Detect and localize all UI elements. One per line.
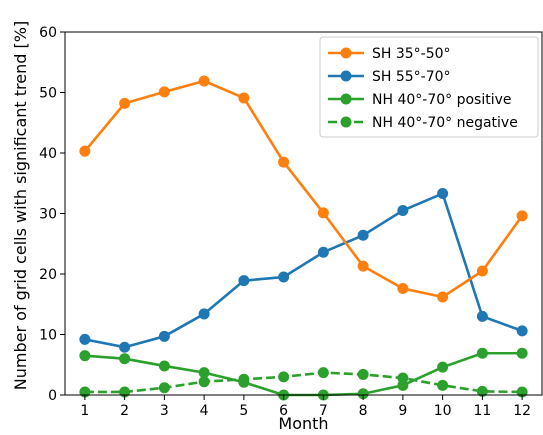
data-point [278, 371, 290, 383]
legend-label: SH 55°-70° [372, 69, 451, 85]
y-tick-label: 60 [39, 25, 57, 41]
x-tick-label: 12 [513, 403, 531, 419]
data-point [437, 291, 449, 303]
x-tick-label: 4 [200, 403, 209, 419]
data-point [476, 347, 488, 359]
data-point [278, 271, 290, 283]
x-tick-label: 9 [398, 403, 407, 419]
data-point [278, 156, 290, 168]
x-tick-label: 6 [279, 403, 288, 419]
y-axis-title: Number of grid cells with significant tr… [11, 21, 30, 390]
x-tick-label: 5 [239, 403, 248, 419]
x-axis-title: Month [278, 414, 328, 433]
y-tick-label: 0 [48, 388, 57, 404]
series-1 [79, 188, 528, 353]
y-tick-label: 40 [39, 146, 57, 162]
series-0 [79, 75, 528, 303]
data-point [158, 330, 170, 342]
data-point [516, 347, 528, 359]
data-point [79, 333, 91, 345]
data-point [158, 360, 170, 372]
y-tick-label: 50 [39, 86, 57, 102]
data-point [476, 385, 488, 397]
data-point [397, 204, 409, 216]
data-point [317, 207, 329, 219]
legend-item: NH 40°-70° negative [328, 115, 518, 131]
data-point [357, 260, 369, 272]
x-tick-label: 7 [319, 403, 328, 419]
legend-box [319, 36, 539, 138]
data-point [119, 97, 131, 109]
legend-marker [340, 93, 352, 105]
data-point [119, 353, 131, 365]
data-point [357, 368, 369, 380]
data-point [437, 379, 449, 391]
series-layer [79, 75, 528, 401]
series-2 [79, 347, 528, 401]
data-point [397, 283, 409, 295]
x-tick-label: 11 [473, 403, 491, 419]
series-line [84, 192, 523, 349]
data-point [516, 325, 528, 337]
legend-marker [340, 116, 352, 128]
x-tick-label: 1 [80, 403, 89, 419]
y-axis: 0 10 20 30 40 50 60 [39, 25, 65, 404]
legend: SH 35°-50° SH 55°-70° NH 40°-70° positive N… [319, 36, 539, 138]
legend-marker [340, 47, 352, 59]
data-point [357, 229, 369, 241]
data-point [238, 92, 250, 104]
legend-item: SH 55°-70° [328, 69, 451, 85]
legend-marker [340, 70, 352, 82]
series-3 [79, 367, 528, 398]
data-point [198, 376, 210, 388]
data-point [437, 188, 449, 200]
legend-item: SH 35°-50° [328, 46, 451, 62]
data-point [317, 367, 329, 379]
series-line [84, 371, 523, 394]
x-tick-label: 2 [120, 403, 129, 419]
x-axis: 1 2 3 4 5 6 7 8 9 10 11 12 [80, 395, 531, 419]
x-tick-label: 3 [160, 403, 169, 419]
data-point [198, 308, 210, 320]
x-tick-label: 10 [434, 403, 452, 419]
data-point [119, 341, 131, 353]
data-point [238, 275, 250, 287]
data-point [158, 86, 170, 98]
data-point [437, 361, 449, 373]
y-tick-label: 20 [39, 267, 57, 283]
data-point [79, 145, 91, 157]
data-point [198, 367, 210, 379]
x-tick-label: 8 [359, 403, 368, 419]
data-point [476, 310, 488, 322]
legend-item: NH 40°-70° positive [328, 92, 512, 108]
data-point [317, 246, 329, 258]
y-tick-label: 10 [39, 328, 57, 344]
data-point [516, 210, 528, 222]
legend-label: SH 35°-50° [372, 46, 451, 62]
legend-label: NH 40°-70° positive [372, 92, 512, 108]
data-point [357, 388, 369, 400]
legend-label: NH 40°-70° negative [372, 115, 518, 131]
data-point [397, 379, 409, 391]
y-tick-label: 30 [39, 207, 57, 223]
data-point [79, 350, 91, 362]
data-point [238, 376, 250, 388]
data-point [158, 382, 170, 394]
series-line [83, 79, 524, 299]
data-point [476, 265, 488, 277]
data-point [198, 75, 210, 87]
